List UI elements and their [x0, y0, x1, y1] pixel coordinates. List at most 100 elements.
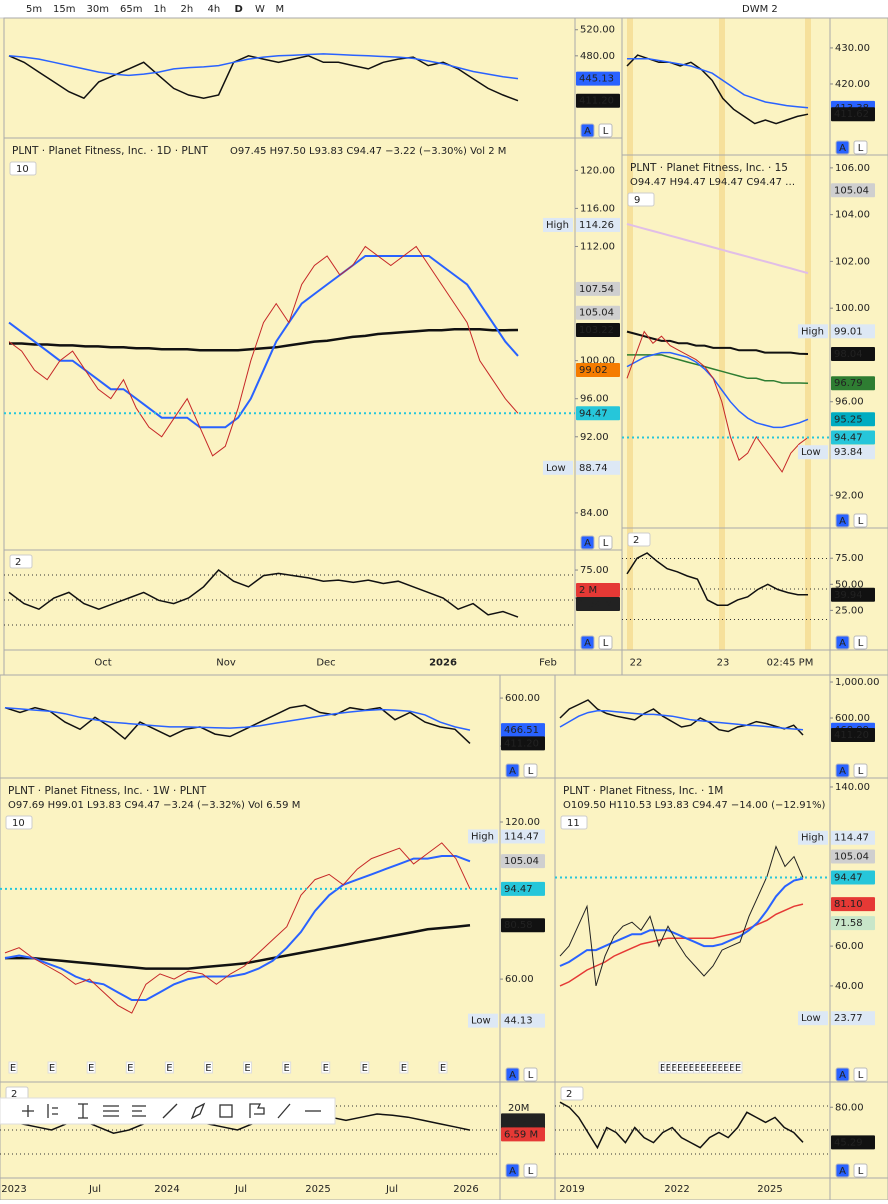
x-tick-label: 2019 [559, 1184, 584, 1195]
indicator-count-box[interactable] [5, 815, 33, 830]
scale-button-label[interactable]: L [603, 126, 609, 137]
scale-button[interactable] [853, 1163, 868, 1178]
text-tool[interactable] [78, 1103, 88, 1119]
scale-button-label[interactable]: A [509, 766, 516, 777]
price-tag-label: 94.47 [504, 884, 533, 895]
scale-button-label[interactable]: L [603, 638, 609, 649]
pattern-tool[interactable] [132, 1105, 146, 1117]
y-tick-label: 75.00 [580, 565, 609, 576]
earnings-box [360, 1061, 370, 1074]
price-tag-label: 445.13 [579, 74, 614, 85]
scale-button[interactable] [523, 1067, 538, 1082]
scale-button[interactable] [853, 763, 868, 778]
scale-button-label[interactable]: L [858, 766, 864, 777]
high-label-box [798, 830, 828, 845]
scale-button-label[interactable]: A [584, 538, 591, 549]
scale-button[interactable] [580, 635, 595, 650]
scale-button-label[interactable]: A [839, 1070, 846, 1081]
scale-button[interactable] [835, 635, 850, 650]
interval-button[interactable]: 5m [26, 4, 42, 15]
scale-button[interactable] [835, 763, 850, 778]
interval-button[interactable]: M [276, 4, 285, 15]
ray-tool[interactable] [277, 1103, 291, 1119]
interval-button[interactable]: 65m [120, 4, 142, 15]
scale-button[interactable] [580, 535, 595, 550]
drawing-toolbar-bg [0, 1097, 336, 1125]
indicator-count-box[interactable] [9, 161, 37, 176]
scale-button[interactable] [835, 140, 850, 155]
scale-button[interactable] [853, 513, 868, 528]
scale-button[interactable] [505, 1067, 520, 1082]
scale-button-label[interactable]: L [528, 1166, 534, 1177]
scale-button-label[interactable]: A [584, 638, 591, 649]
interval-button[interactable]: 2h [181, 4, 194, 15]
y-tick-label: 25.00 [835, 605, 864, 616]
scale-button[interactable] [853, 1067, 868, 1082]
price-tag [501, 736, 545, 751]
rect-tool[interactable] [219, 1104, 233, 1118]
interval-button[interactable]: W [255, 4, 265, 15]
x-tick-label: 22 [630, 658, 643, 669]
scale-button[interactable] [835, 513, 850, 528]
scale-button-label[interactable]: L [858, 1070, 864, 1081]
earnings-marker: E [10, 1063, 16, 1074]
series-line [4, 842, 471, 1014]
scale-button-label[interactable]: L [858, 516, 864, 527]
y-tick-label: 80.00 [835, 1102, 864, 1113]
scale-button[interactable] [835, 1163, 850, 1178]
price-tag-label: 45.29 [834, 1137, 863, 1148]
scale-button-label[interactable]: L [858, 143, 864, 154]
scale-button-label[interactable]: A [839, 143, 846, 154]
scale-button-label[interactable]: A [839, 516, 846, 527]
price-tag [501, 723, 545, 738]
high-value: 114.47 [504, 831, 539, 842]
scale-button[interactable] [523, 763, 538, 778]
scale-button-label[interactable]: L [603, 538, 609, 549]
high-value: 99.01 [834, 326, 863, 337]
scale-button[interactable] [505, 763, 520, 778]
y-tick-label: 520.00 [580, 25, 615, 36]
x-tick-label: 2024 [154, 1184, 179, 1195]
lines-tool[interactable] [103, 1105, 119, 1117]
series-line [8, 568, 519, 618]
interval-button[interactable]: D [235, 4, 243, 15]
low-label-box [468, 1013, 498, 1028]
scale-button-label[interactable]: L [858, 638, 864, 649]
scale-button-label[interactable]: A [584, 126, 591, 137]
crosshair-tool[interactable] [22, 1105, 34, 1117]
scale-button-label[interactable]: L [528, 1070, 534, 1081]
scale-button-label[interactable]: L [528, 766, 534, 777]
scale-button-label[interactable]: A [839, 1166, 846, 1177]
scale-button[interactable] [853, 635, 868, 650]
fib-tool[interactable] [47, 1104, 58, 1118]
trend-tool[interactable] [162, 1103, 178, 1119]
interval-button[interactable]: 15m [53, 4, 75, 15]
scale-button[interactable] [580, 123, 595, 138]
high-value-box [831, 830, 875, 845]
scale-button-label[interactable]: A [839, 766, 846, 777]
scale-button-label[interactable]: A [839, 638, 846, 649]
indicator-count-box[interactable] [627, 192, 655, 207]
price-tag-label: 80.58 [504, 920, 533, 931]
scale-button-label[interactable]: A [509, 1166, 516, 1177]
scale-button-label[interactable]: L [858, 1166, 864, 1177]
scale-button[interactable] [523, 1163, 538, 1178]
indicator-count-box[interactable] [560, 815, 588, 830]
scale-button[interactable] [598, 123, 613, 138]
interval-button[interactable]: 1h [154, 4, 167, 15]
scale-button[interactable] [598, 635, 613, 650]
scale-button-label[interactable]: A [509, 1070, 516, 1081]
price-tag [831, 870, 875, 885]
price-tag-label: 96.79 [834, 378, 863, 389]
scale-button[interactable] [835, 1067, 850, 1082]
scale-button[interactable] [598, 535, 613, 550]
chart-title: PLNT · Planet Fitness, Inc. · 15 [630, 162, 788, 174]
interval-button[interactable]: 30m [87, 4, 109, 15]
scale-button[interactable] [505, 1163, 520, 1178]
interval-button[interactable]: 4h [208, 4, 221, 15]
brush-tool[interactable] [190, 1102, 206, 1120]
y-tick-label: 1,000.00 [835, 677, 880, 688]
flag-tool[interactable] [249, 1103, 265, 1118]
scale-button[interactable] [853, 140, 868, 155]
layout-name[interactable]: DWM 2 [742, 4, 778, 15]
